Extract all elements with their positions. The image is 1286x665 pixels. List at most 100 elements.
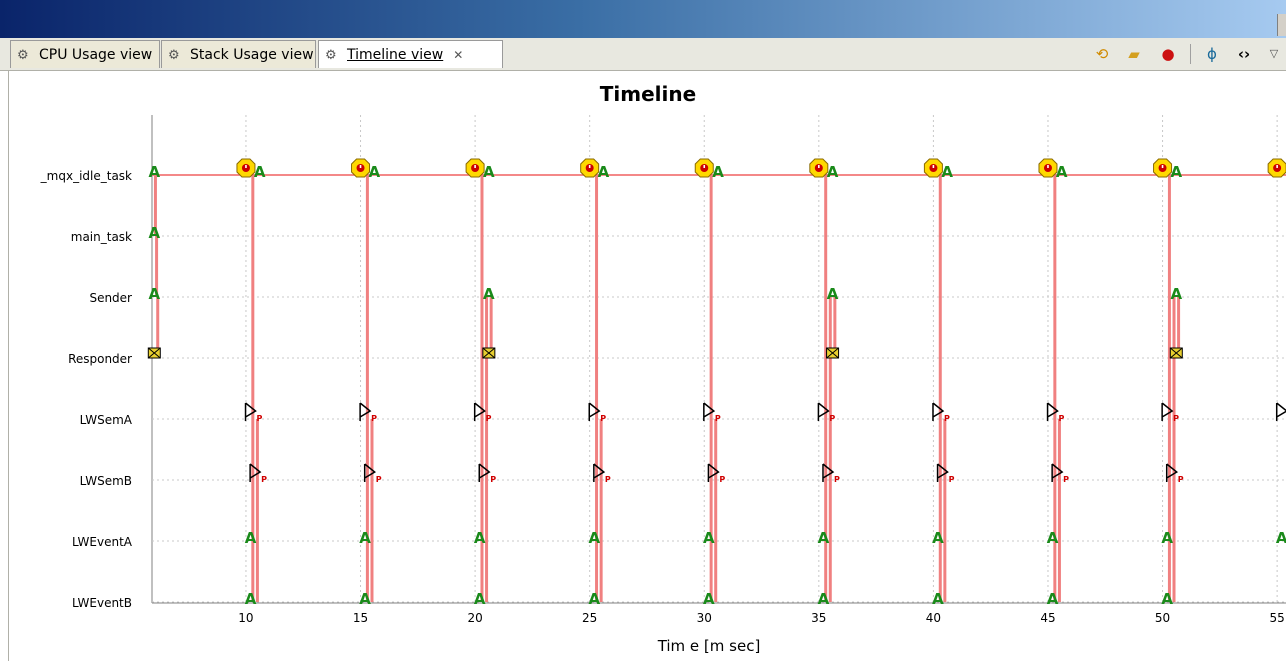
toolbar-separator: [1190, 44, 1191, 64]
activation-marker: A: [1276, 529, 1286, 547]
tab-timeline-view[interactable]: ⚙ Timeline view ✕: [318, 40, 503, 68]
svg-text:P: P: [829, 414, 835, 423]
semaphore-post-marker: P: [817, 402, 835, 423]
alert-marker: [1267, 158, 1286, 178]
svg-text:P: P: [834, 475, 840, 484]
semaphore-post-marker: P: [588, 402, 606, 423]
activation-marker: A: [1170, 163, 1182, 181]
refresh-icon[interactable]: ⟲: [1095, 45, 1109, 63]
svg-text:P: P: [486, 414, 492, 423]
event-markers: A A A A A A A A A A A A A A A P P P P P P P P P P P P P P P P P P P A A A A A A…: [147, 158, 1286, 608]
row-labels: _mqx_idle_task main_task Sender Responder LW…: [40, 169, 133, 610]
activation-marker: A: [1047, 529, 1059, 547]
mailbox-marker: [826, 347, 840, 359]
mailbox-marker: [1169, 347, 1183, 359]
open-folder-icon[interactable]: ▰: [1128, 45, 1140, 63]
semaphore-post-marker: P: [936, 463, 955, 484]
x-tick-label: 40: [926, 611, 941, 625]
x-tick-label: 50: [1155, 611, 1170, 625]
activation-marker: A: [148, 224, 160, 242]
row-label: Responder: [68, 352, 132, 366]
svg-text:P: P: [1178, 475, 1184, 484]
activation-marker: A: [598, 163, 610, 181]
tab-label: CPU Usage view: [39, 47, 153, 63]
semaphore-post-marker: P: [822, 463, 840, 484]
activation-marker: A: [712, 163, 724, 181]
semaphore-post-marker: P: [478, 463, 496, 484]
activity-lines: [153, 175, 1181, 602]
timeline-chart: Timeline _mqx_idle_task main_task Sender Re…: [40, 82, 1286, 655]
tab-label: Timeline view: [347, 47, 444, 63]
tab-label: Stack Usage view: [190, 47, 314, 63]
row-label: LWSemB: [80, 474, 132, 488]
semaphore-post-marker: P: [1161, 402, 1179, 423]
row-label: LWEventB: [72, 596, 132, 610]
activation-marker: A: [245, 529, 257, 547]
window-corner: [1277, 14, 1286, 36]
tab-cpu-usage-view[interactable]: ⚙ CPU Usage view: [10, 40, 160, 68]
semaphore-post-marker: P: [703, 402, 721, 423]
svg-text:P: P: [490, 475, 496, 484]
code-icon[interactable]: ‹›: [1237, 45, 1251, 63]
activation-marker: A: [254, 163, 266, 181]
activation-marker: A: [148, 285, 160, 303]
x-tick-label: 35: [811, 611, 826, 625]
row-label: main_task: [71, 230, 132, 244]
activation-marker: A: [932, 529, 944, 547]
activation-marker: A: [703, 590, 715, 608]
activation-marker: A: [941, 163, 953, 181]
semaphore-post-marker: P: [244, 402, 263, 423]
grid: [152, 115, 1286, 603]
timeline-panel: Timeline _mqx_idle_task main_task Sender Re…: [8, 71, 1286, 661]
activation-marker: A: [474, 590, 486, 608]
alert-marker: [694, 158, 714, 178]
activation-marker: A: [1161, 590, 1173, 608]
gear-icon: ⚙: [17, 48, 29, 63]
row-label: Sender: [89, 291, 132, 305]
x-tick-labels: 10 15 20 25 30 35 40 45 50 55: [238, 611, 1284, 625]
activation-marker: A: [818, 590, 830, 608]
x-tick-label: 20: [467, 611, 482, 625]
svg-text:P: P: [1063, 475, 1069, 484]
svg-text:P: P: [719, 475, 725, 484]
activation-marker: A: [483, 163, 495, 181]
row-label: LWEventA: [72, 535, 133, 549]
alert-marker: [236, 158, 256, 178]
activation-marker: A: [483, 285, 495, 303]
activation-marker: A: [703, 529, 715, 547]
x-tick-label: 55: [1269, 611, 1284, 625]
semaphore-post-marker: P: [1275, 402, 1286, 421]
semaphore-post-marker: P: [1165, 463, 1184, 484]
activation-marker: A: [359, 590, 371, 608]
semaphore-post-marker: P: [473, 402, 492, 423]
svg-text:P: P: [715, 414, 721, 423]
close-icon[interactable]: ✕: [453, 48, 464, 62]
filter-icon[interactable]: ɸ: [1207, 45, 1217, 63]
chart-title: Timeline: [600, 82, 696, 106]
window-title-bar: [0, 0, 1286, 38]
activation-marker: A: [148, 163, 160, 181]
alert-marker: [809, 158, 829, 178]
mailbox-marker: [147, 347, 161, 359]
alert-marker: [580, 158, 600, 178]
x-axis-label: Tim e [m sec]: [657, 637, 761, 655]
semaphore-post-marker: P: [359, 402, 377, 423]
tab-stack-usage-view[interactable]: ⚙ Stack Usage view: [161, 40, 316, 68]
record-icon[interactable]: ●: [1161, 45, 1175, 63]
view-menu-icon[interactable]: ▽: [1269, 47, 1279, 60]
semaphore-post-marker: P: [1046, 402, 1065, 423]
alert-marker: [465, 158, 485, 178]
activation-marker: A: [359, 529, 371, 547]
svg-text:P: P: [1059, 414, 1065, 423]
semaphore-post-marker: P: [593, 463, 611, 484]
activation-marker: A: [1170, 285, 1182, 303]
semaphore-post-marker: P: [932, 402, 950, 423]
activation-marker: A: [368, 163, 380, 181]
activation-marker: A: [474, 529, 486, 547]
activation-marker: A: [932, 590, 944, 608]
activation-marker: A: [245, 590, 257, 608]
activation-marker: A: [588, 590, 600, 608]
alert-marker: [1038, 158, 1058, 178]
mailbox-marker: [482, 347, 496, 359]
x-tick-label: 25: [582, 611, 597, 625]
